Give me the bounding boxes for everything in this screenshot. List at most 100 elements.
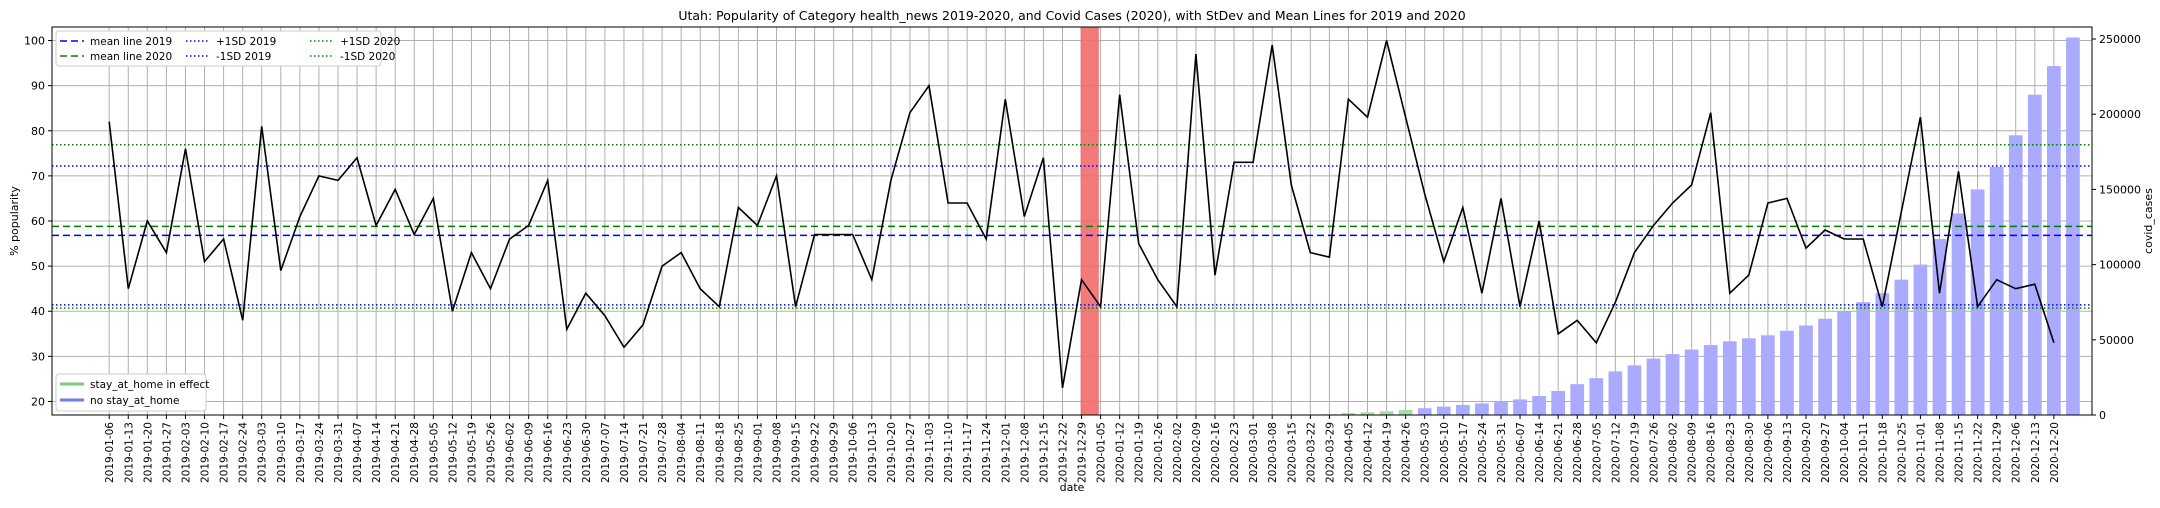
y-tick-label: 70 bbox=[31, 170, 45, 183]
x-tick-label: 2020-06-07 bbox=[1515, 422, 1527, 483]
x-tick-label: 2019-03-31 bbox=[333, 422, 345, 483]
x-tick-label: 2019-02-03 bbox=[180, 422, 192, 483]
x-axis-label: date bbox=[1060, 481, 1085, 494]
x-tick-label: 2019-07-21 bbox=[638, 422, 650, 483]
x-tick-label: 2020-03-08 bbox=[1267, 422, 1279, 483]
x-tick-label: 2020-01-19 bbox=[1134, 422, 1146, 483]
x-tick-label: 2019-01-20 bbox=[142, 422, 154, 483]
covid-bar bbox=[2008, 135, 2023, 416]
covid-bar bbox=[1627, 365, 1642, 415]
covid-bar bbox=[1722, 341, 1737, 415]
x-tick-label: 2019-12-08 bbox=[1019, 422, 1031, 483]
x-tick-label: 2019-11-17 bbox=[962, 422, 974, 483]
covid-bar bbox=[1551, 390, 1566, 415]
x-tick-label: 2020-08-30 bbox=[1744, 422, 1756, 483]
covid-bar bbox=[1932, 239, 1947, 415]
x-tick-label: 2019-05-05 bbox=[428, 422, 440, 483]
x-tick-label: 2020-05-03 bbox=[1420, 422, 1432, 483]
x-tick-label: 2019-07-07 bbox=[600, 422, 612, 483]
x-tick-label: 2019-06-30 bbox=[581, 422, 593, 483]
x-tick-label: 2019-05-19 bbox=[466, 422, 478, 483]
x-tick-label: 2019-09-15 bbox=[791, 422, 803, 483]
x-tick-label: 2019-07-28 bbox=[657, 422, 669, 483]
covid-bar bbox=[2027, 94, 2042, 416]
covid-bar bbox=[1875, 293, 1890, 415]
x-tick-label: 2019-12-22 bbox=[1057, 422, 1069, 483]
covid-bar bbox=[1913, 264, 1928, 415]
x-tick-label: 2019-10-20 bbox=[886, 422, 898, 483]
covid-bar bbox=[1989, 166, 2004, 415]
x-tick-label: 2020-06-28 bbox=[1572, 422, 1584, 483]
x-tick-label: 2020-12-20 bbox=[2049, 422, 2061, 483]
x-tick-label: 2020-02-23 bbox=[1229, 422, 1241, 483]
legend-top: mean line 2019 mean line 2020 +1SD 2019 -1S… bbox=[55, 30, 400, 67]
legend-top-label: -1SD 2019 bbox=[216, 51, 271, 63]
x-tick-label: 2020-09-13 bbox=[1782, 422, 1794, 483]
x-tick-label: 2020-10-18 bbox=[1877, 422, 1889, 483]
covid-bar bbox=[1703, 345, 1718, 415]
y-tick-label: 100 bbox=[24, 35, 45, 48]
y-tick-label: 80 bbox=[31, 125, 45, 138]
x-tick-label: 2019-08-18 bbox=[714, 422, 726, 483]
x-tick-label: 2019-01-06 bbox=[104, 422, 116, 483]
x-tick-label: 2019-12-01 bbox=[1000, 422, 1012, 483]
covid-bar bbox=[1436, 406, 1451, 415]
x-tick-label: 2019-10-06 bbox=[848, 422, 860, 483]
x-tick-label: 2019-03-17 bbox=[295, 422, 307, 483]
x-tick-label: 2020-02-16 bbox=[1210, 422, 1222, 483]
covid-bar bbox=[1951, 213, 1966, 415]
covid-bar bbox=[1894, 279, 1909, 415]
x-tick-label: 2020-05-10 bbox=[1439, 422, 1451, 483]
x-tick-label: 2019-11-10 bbox=[943, 422, 955, 483]
x-tick-label: 2019-05-26 bbox=[486, 422, 498, 483]
x-tick-label: 2020-02-02 bbox=[1172, 422, 1184, 483]
covid-bar bbox=[1837, 311, 1852, 415]
covid-bar bbox=[1646, 358, 1661, 415]
x-tick-label: 2020-02-09 bbox=[1191, 422, 1203, 483]
x-tick-label: 2020-11-15 bbox=[1954, 422, 1966, 483]
x-tick-label: 2019-06-23 bbox=[562, 422, 574, 483]
x-tick-label: 2020-11-01 bbox=[1915, 422, 1927, 483]
legend-bottom-label: stay_at_home in effect bbox=[90, 379, 209, 391]
covid-bar bbox=[1532, 396, 1546, 415]
popularity-line bbox=[108, 40, 2055, 389]
x-tick-label: 2019-08-11 bbox=[695, 422, 707, 483]
x-tick-label: 2019-12-29 bbox=[1077, 422, 1089, 483]
covid-bar bbox=[1741, 338, 1756, 415]
x-tick-label: 2020-04-26 bbox=[1401, 422, 1413, 483]
x-tick-label: 2019-12-15 bbox=[1038, 422, 1050, 483]
x-tick-label: 2020-03-22 bbox=[1305, 422, 1317, 483]
y2-axis-label: covid_cases bbox=[2142, 188, 2155, 254]
y-tick-label: 40 bbox=[31, 305, 45, 318]
x-tick-label: 2020-07-19 bbox=[1629, 422, 1641, 483]
covid-bar bbox=[1360, 412, 1375, 415]
covid-bar bbox=[1341, 413, 1356, 415]
legend-top-label: +1SD 2020 bbox=[340, 36, 400, 48]
x-tick-label: 2020-01-26 bbox=[1153, 422, 1165, 483]
covid-bar bbox=[1818, 318, 1832, 415]
x-tick-label: 2020-10-04 bbox=[1839, 422, 1851, 483]
x-tick-label: 2020-11-08 bbox=[1934, 422, 1946, 483]
x-tick-label: 2020-08-09 bbox=[1687, 422, 1699, 483]
covid-bar bbox=[1475, 403, 1489, 415]
y-tick-label: 20 bbox=[31, 395, 45, 408]
x-tick-label: 2020-01-12 bbox=[1115, 422, 1127, 483]
y-tick-label: 50 bbox=[31, 260, 45, 273]
x-tick-label: 2020-07-12 bbox=[1610, 422, 1622, 483]
x-tick-label: 2020-06-14 bbox=[1534, 422, 1546, 483]
y-axis-label: % popularity bbox=[8, 186, 21, 256]
legend-top-label: +1SD 2019 bbox=[216, 36, 276, 48]
x-tick-label: 2019-11-03 bbox=[924, 422, 936, 483]
x-tick-label: 2020-07-05 bbox=[1591, 422, 1603, 483]
x-tick-label: 2019-04-28 bbox=[409, 422, 421, 483]
x-tick-label: 2020-12-13 bbox=[2030, 422, 2042, 483]
legend-bottom-label: no stay_at_home bbox=[90, 395, 179, 407]
y2-tick-label: 200000 bbox=[2099, 108, 2141, 121]
x-tick-label: 2019-04-14 bbox=[371, 422, 383, 483]
x-tick-label: 2019-05-12 bbox=[447, 422, 459, 483]
x-tick-label: 2019-03-24 bbox=[314, 422, 326, 483]
x-tick-label: 2020-11-29 bbox=[1992, 422, 2004, 483]
x-tick-label: 2019-10-27 bbox=[905, 422, 917, 483]
highlight-band bbox=[1080, 27, 1099, 415]
